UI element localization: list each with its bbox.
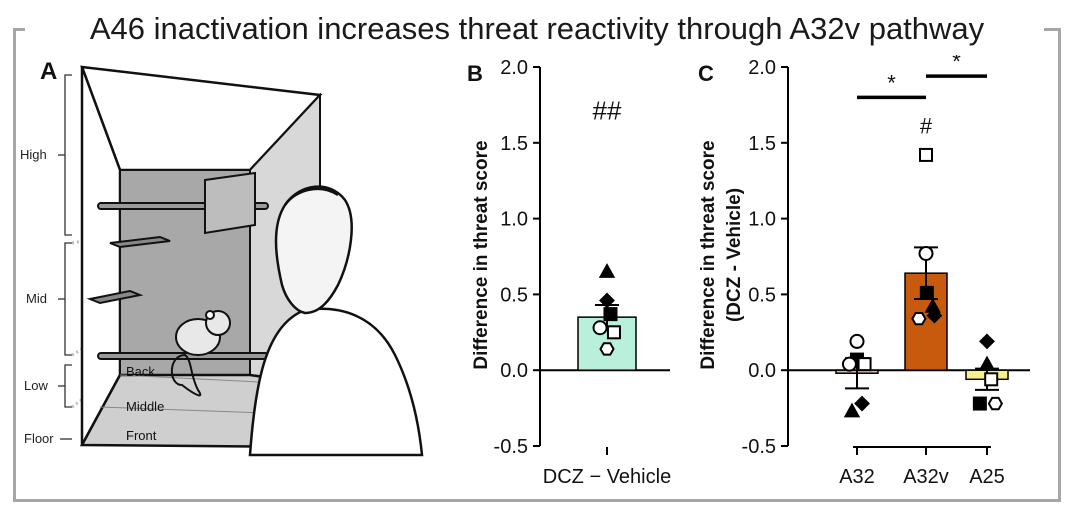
c-y-tick-label: 1.5 [748,133,776,155]
c-x-tick-label: A25 [969,466,1005,488]
c-y-tick-label: 2.0 [748,57,776,79]
panel-a-label: A [40,58,57,85]
c-data-point [849,333,865,349]
figure-frame [13,28,1061,502]
panel-b-annotation: ## [593,95,622,125]
c-y-tick-label: 0.5 [748,284,776,306]
c-y-tick-label: 0.0 [748,360,776,382]
height-bracket [58,74,72,440]
marmoset-figure [170,310,231,397]
b-data-point [606,325,621,340]
panel-b-y-axis: -0.5 0.0 0.5 1.0 1.5 2.0 DCZ − Vehicle [494,57,672,488]
c-data-point [857,357,872,372]
c-data-point [972,396,987,411]
b-x-tick-label: DCZ − Vehicle [543,466,671,488]
depth-label-back: Back [126,364,155,379]
c-x-tick-label: A32v [903,466,949,488]
height-label-floor: Floor [24,431,54,446]
b-y-tick-label: 0.0 [500,360,528,382]
c-data-point [926,307,943,324]
c-data-point [984,372,999,387]
b-data-point [598,263,616,278]
panel-b-points: ## [592,95,622,356]
c-data-point [919,285,934,300]
depth-label-middle: Middle [126,399,164,414]
depth-label-front: Front [126,428,157,443]
frame-top-right [1044,28,1061,31]
b-data-point [592,320,608,336]
c-data-point [841,356,857,372]
panel-c-significance-star: * [952,55,961,74]
b-y-tick-label: 1.0 [500,209,528,231]
panel-c-significance-star: * [887,70,896,95]
c-data-point [987,396,1004,411]
height-label-mid: Mid [26,291,47,306]
figure-title: A46 inactivation increases threat reacti… [32,6,1042,52]
c-data-point [978,355,996,371]
panel-a-illustration: A High Mid Low Floor Back Middle Front [20,58,424,457]
panel-c-y-axis-title-2: (DCZ - Vehicle) [724,188,745,322]
observer-figure [248,185,424,457]
panel-c-label: C [698,61,714,86]
c-data-point [979,333,995,350]
panel-c-y-axis: -0.5 0.0 0.5 1.0 1.5 2.0 A32 A32v A25 [742,57,1030,488]
c-data-point [911,312,927,326]
c-data-point [854,395,870,412]
c-y-tick-label: -0.5 [742,436,776,458]
b-data-point [599,342,615,356]
frame-top-left [13,28,25,31]
b-data-point [599,292,615,309]
c-data-point [918,245,934,261]
height-label-high: High [20,147,47,162]
panel-c-chart: C Difference in threat score (DCZ - Vehi… [698,55,1030,488]
panel-c-annotation: # [920,114,933,139]
panel-b-label: B [467,61,483,86]
c-data-point [919,147,933,162]
b-y-tick-label: 2.0 [500,57,528,79]
b-y-tick-label: 0.5 [500,284,528,306]
b-y-tick-label: -0.5 [494,436,528,458]
c-y-tick-label: 1.0 [748,209,776,231]
panel-b-y-axis-title: Difference in threat score [471,140,492,369]
b-y-tick-label: 1.5 [500,133,528,155]
panel-c-y-axis-title: Difference in threat score [698,140,719,369]
panel-c-points: # * * [841,55,1004,418]
c-data-point [843,402,861,418]
b-data-point [603,307,618,322]
c-x-tick-label: A32 [839,466,875,488]
panel-b-chart: B Difference in threat score -0.5 0.0 0.5 1… [467,57,672,488]
height-label-low: Low [24,378,48,393]
